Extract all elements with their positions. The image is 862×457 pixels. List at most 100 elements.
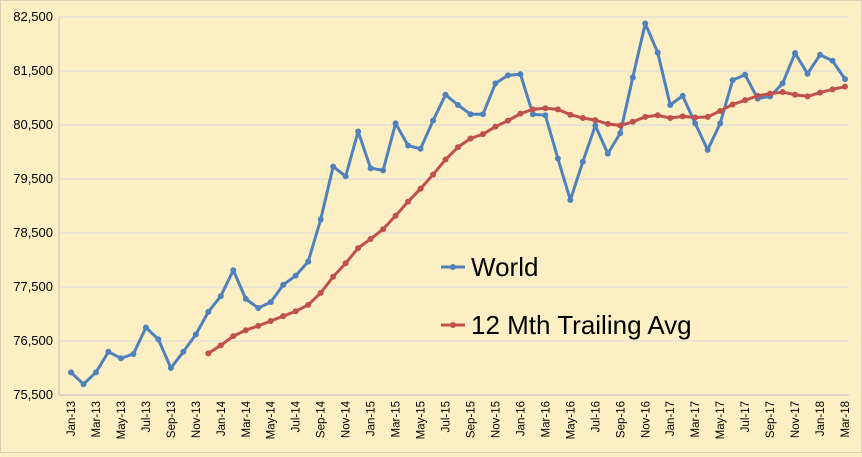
data-point — [455, 102, 461, 109]
data-point — [779, 89, 786, 96]
x-tick-label: Mar-15 — [391, 401, 403, 437]
x-tick-label: Sep-16 — [615, 401, 627, 438]
data-point — [305, 301, 312, 308]
data-point — [280, 281, 287, 288]
data-point — [417, 145, 424, 152]
data-point — [305, 258, 312, 265]
y-tick-label: 77,500 — [13, 279, 53, 294]
data-point — [68, 369, 74, 376]
data-point — [717, 107, 724, 114]
x-tick-label: May-13 — [116, 401, 128, 439]
data-point — [829, 57, 836, 64]
data-point — [617, 130, 624, 137]
data-point — [192, 331, 199, 338]
data-point — [230, 333, 237, 340]
data-point — [567, 111, 574, 118]
data-point — [479, 131, 486, 138]
data-point — [604, 120, 611, 127]
data-point — [592, 117, 599, 124]
data-point — [330, 273, 337, 280]
x-tick-label: May-14 — [266, 400, 278, 439]
data-point — [529, 111, 536, 118]
legend-entry: World — [441, 252, 538, 282]
data-point — [617, 122, 624, 129]
data-point — [529, 106, 536, 113]
data-point — [392, 120, 399, 127]
data-point — [292, 308, 299, 315]
data-point — [704, 146, 711, 153]
data-point — [442, 156, 449, 163]
data-point — [717, 120, 724, 127]
x-tick-label: Sep-15 — [465, 401, 477, 438]
data-point — [392, 212, 399, 219]
series-line — [207, 85, 846, 355]
data-point — [155, 336, 162, 343]
data-point — [255, 322, 262, 329]
data-point — [467, 135, 474, 142]
data-point — [817, 51, 824, 58]
data-point — [629, 74, 636, 81]
legend: World 12 Mth Trailing Avg — [441, 252, 692, 340]
x-tick-label: Jul-16 — [590, 401, 602, 432]
x-tick-label: Nov-14 — [341, 400, 353, 438]
data-point — [205, 308, 212, 315]
data-point — [517, 110, 524, 117]
x-tick-label: Mar-16 — [540, 401, 552, 437]
gridlines — [59, 16, 849, 396]
x-tick-label: Jul-13 — [141, 401, 153, 432]
data-point — [230, 267, 237, 274]
data-point — [467, 111, 474, 118]
data-point — [517, 71, 524, 78]
series-line — [69, 21, 847, 386]
data-point — [380, 226, 387, 233]
x-tick-label: Mar-17 — [690, 401, 702, 437]
data-point — [92, 369, 99, 376]
data-point — [579, 114, 586, 121]
data-point — [167, 365, 174, 371]
x-tick-label: May-17 — [715, 401, 727, 439]
legend-swatch-marker — [450, 264, 456, 270]
data-point — [554, 106, 561, 113]
x-tick-label: Jan-15 — [366, 401, 378, 436]
x-tick-label: Jul-15 — [441, 401, 453, 432]
data-point — [629, 118, 636, 125]
data-point — [317, 216, 324, 223]
x-axis: Jan-13 Mar-13 May-13 Jul-13 Sep-13 Nov-13 Jan-… — [59, 394, 852, 439]
x-tick-label: Jul-17 — [740, 401, 752, 432]
data-point — [679, 92, 686, 99]
legend-label: World — [471, 252, 538, 282]
data-point — [817, 89, 824, 96]
series-world — [68, 20, 848, 388]
x-tick-label: May-16 — [565, 401, 577, 439]
x-tick-label: Mar-18 — [840, 401, 852, 437]
data-point — [567, 197, 574, 204]
data-point — [667, 102, 674, 109]
data-point — [767, 90, 774, 97]
data-point — [692, 120, 699, 127]
data-point — [130, 350, 137, 357]
data-point — [642, 20, 649, 27]
data-point — [242, 327, 249, 334]
data-point — [330, 163, 337, 170]
data-point — [679, 113, 686, 120]
data-point — [405, 198, 412, 205]
data-point — [255, 305, 262, 312]
data-point — [355, 245, 362, 252]
data-point — [654, 112, 661, 119]
data-point — [142, 324, 149, 331]
x-tick-label: May-15 — [416, 401, 428, 439]
data-point — [729, 77, 736, 84]
series — [68, 20, 848, 388]
x-tick-label: Jan-16 — [515, 401, 527, 436]
data-point — [367, 165, 374, 172]
data-point — [367, 235, 374, 242]
x-tick-label: Jan-18 — [815, 401, 827, 436]
data-point — [792, 91, 799, 98]
y-axis: 75,500 76,500 77,500 78,500 79,500 80,500 81,5… — [13, 9, 60, 402]
x-tick-label: Jan-13 — [66, 401, 78, 436]
data-point — [792, 50, 799, 57]
data-point — [842, 83, 848, 90]
data-point — [842, 76, 848, 83]
data-point — [242, 295, 249, 302]
